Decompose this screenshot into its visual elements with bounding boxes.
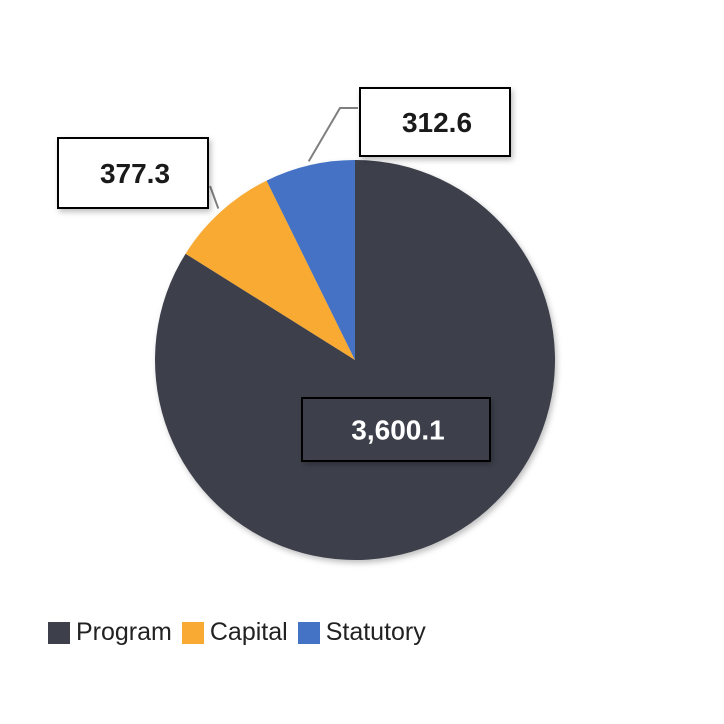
pie-slices [155,160,556,560]
data-label-box [57,137,209,209]
leader-line-capital [209,185,220,209]
pie-slice-statutory [266,160,355,360]
data-label-box [359,87,511,157]
leader-lines [209,107,358,209]
legend-swatch [297,621,320,644]
data-label-program: 3,600.1 [301,397,491,462]
legend: Program Capital Statutory [48,618,436,647]
legend-item-capital: Capital [181,618,288,647]
data-label-capital: 377.3 [57,137,209,209]
pie-slice-capital [185,180,355,360]
data-label-box [301,397,491,462]
legend-label: Statutory [325,618,426,646]
legend-item-program: Program [48,618,172,647]
data-label-text: 377.3 [100,158,170,189]
data-labels: 3,600.1 377.3 312.6 [57,87,511,462]
legend-label: Program [76,618,172,646]
legend-item-statutory: Statutory [297,618,426,647]
leader-line-statutory [307,107,358,162]
legend-swatch [48,621,70,644]
legend-label: Capital [209,618,288,646]
data-label-text: 312.6 [402,107,472,138]
legend-swatch [181,621,204,644]
data-label-text: 3,600.1 [351,415,444,446]
data-label-statutory: 312.6 [359,87,511,157]
